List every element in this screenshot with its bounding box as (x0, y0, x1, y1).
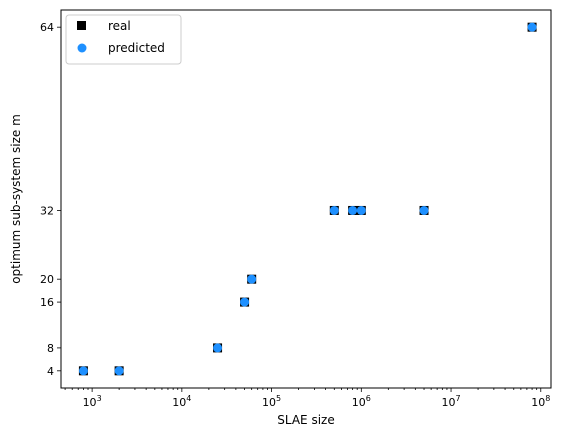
point-predicted (240, 297, 250, 307)
point-predicted (348, 205, 358, 215)
data-points (78, 22, 537, 376)
plot-area (60, 9, 552, 389)
x-tick-label: 106 (352, 394, 371, 409)
y-tick-label: 20 (40, 273, 54, 286)
legend-label-real: real (108, 19, 131, 33)
y-tick-label: 8 (47, 342, 54, 355)
legend-marker-predicted (77, 43, 87, 53)
y-tick-label: 4 (47, 365, 54, 378)
y-tick-label: 32 (40, 204, 54, 217)
y-tick-label: 16 (40, 296, 54, 309)
point-predicted (329, 205, 339, 215)
x-tick-label: 105 (262, 394, 281, 409)
point-predicted (419, 205, 429, 215)
point-predicted (78, 366, 88, 376)
x-axis-ticks: 103 104 105 106 107 108 (64, 388, 550, 409)
point-predicted (527, 22, 537, 32)
x-tick-label: 107 (441, 394, 460, 409)
y-tick-label: 64 (40, 21, 54, 34)
x-tick-label: 104 (172, 394, 191, 409)
legend-marker-real (77, 21, 86, 30)
point-predicted (247, 274, 257, 284)
x-tick-label: 108 (531, 394, 550, 409)
x-tick-label: 103 (83, 394, 102, 409)
y-axis-label: optimum sub-system size m (9, 114, 23, 284)
legend-label-predicted: predicted (108, 41, 165, 55)
legend-box (65, 14, 182, 65)
legend: real predicted (65, 14, 182, 65)
point-predicted (356, 205, 366, 215)
point-predicted (213, 343, 223, 353)
x-axis-label: SLAE size (277, 413, 334, 427)
point-predicted (114, 366, 124, 376)
y-axis-ticks: 4 8 16 20 32 64 (40, 21, 61, 378)
